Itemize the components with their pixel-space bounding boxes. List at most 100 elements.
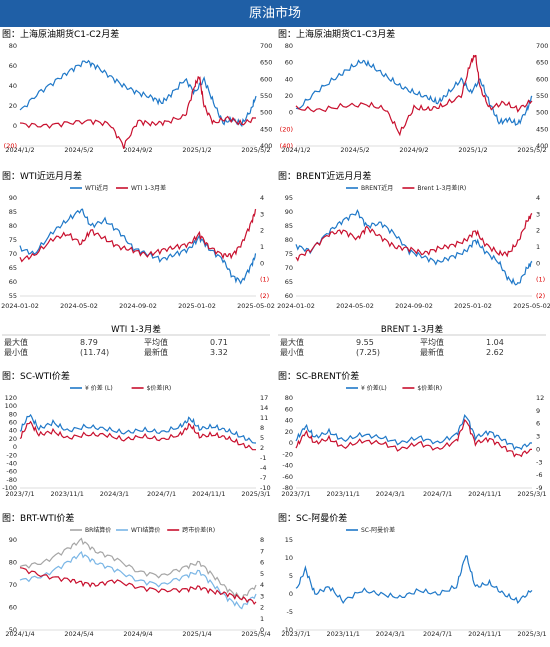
y-left-tick-label: 70 bbox=[9, 250, 17, 258]
y-left-tick-label: 0 bbox=[13, 443, 17, 451]
x-tick-label: 2023/7/1 bbox=[281, 490, 310, 498]
y-right-tick-label: 400 bbox=[536, 142, 548, 150]
y-right-tick-label: -1 bbox=[260, 454, 266, 462]
y-right-tick-label: 12 bbox=[536, 394, 544, 402]
y-right-tick-label: 0 bbox=[260, 259, 264, 267]
x-tick-label: 2025/1/4 bbox=[182, 630, 211, 638]
x-tick-label: 2024/5/2 bbox=[64, 146, 93, 154]
y-left-tick-label: -20 bbox=[6, 451, 17, 459]
y-left-tick-label: 20 bbox=[9, 102, 17, 110]
y-left-tick-label: 120 bbox=[5, 394, 17, 402]
y-left-tick-label: -40 bbox=[6, 459, 17, 467]
x-tick-label: 2024/1/4 bbox=[5, 630, 34, 638]
stats-cell: 最小值 bbox=[4, 347, 28, 357]
x-tick-label: 2025-05-02 bbox=[513, 302, 550, 310]
y-left-tick-label: 95 bbox=[285, 194, 293, 202]
y-left-tick-label: 0 bbox=[289, 590, 293, 598]
y-left-tick-label: 90 bbox=[9, 194, 17, 202]
y-left-tick-label: 60 bbox=[9, 278, 17, 286]
series-line bbox=[295, 414, 533, 451]
y-left-tick-label: 90 bbox=[285, 208, 293, 216]
y-right-tick-label: -7 bbox=[260, 474, 266, 482]
x-tick-label: 2024/5/2 bbox=[340, 146, 369, 154]
y-right-tick-label: -10 bbox=[260, 484, 271, 492]
y-left-tick-label: 60 bbox=[285, 292, 293, 300]
x-tick-label: 2024-01-02 bbox=[277, 302, 315, 310]
x-tick-label: 2024-09-02 bbox=[119, 302, 157, 310]
y-right-tick-label: 7 bbox=[260, 547, 264, 555]
chart-panel: 图：SC-WTI价差120100806040200-20-40-60-80-10… bbox=[2, 370, 271, 498]
y-right-tick-label: 8 bbox=[260, 536, 264, 544]
x-tick-label: 2025/3/1 bbox=[517, 630, 546, 638]
chart-title: 图：SC-阿曼价差 bbox=[278, 512, 347, 524]
x-tick-label: 2024/3/1 bbox=[376, 490, 405, 498]
series-line bbox=[295, 418, 532, 458]
x-tick-label: 2024/1/2 bbox=[5, 146, 34, 154]
y-left-tick-label: 65 bbox=[9, 264, 17, 272]
stats-title: BRENT 1-3月差 bbox=[381, 324, 443, 335]
y-left-tick-label: 60 bbox=[285, 405, 293, 413]
stats-cell: 9.55 bbox=[356, 338, 374, 347]
x-tick-label: 2023/7/1 bbox=[5, 490, 34, 498]
x-tick-label: 2024/7/1 bbox=[423, 630, 452, 638]
stats-cell: 最大值 bbox=[4, 337, 28, 347]
stats-cell: 0.71 bbox=[210, 338, 228, 347]
stats-title: WTI 1-3月差 bbox=[111, 324, 161, 335]
y-right-tick-label: 500 bbox=[536, 109, 548, 117]
x-tick-label: 2024/7/1 bbox=[423, 490, 452, 498]
page-header: 原油市场 bbox=[0, 0, 550, 27]
x-tick-label: 2024-05-02 bbox=[336, 302, 374, 310]
y-left-tick-label: (40) bbox=[280, 142, 293, 150]
y-right-tick-label: -6 bbox=[536, 471, 542, 479]
legend-label: WTI结算价 bbox=[131, 526, 160, 534]
x-tick-label: 2024/3/1 bbox=[376, 630, 405, 638]
x-tick-label: 2024/1/2 bbox=[281, 146, 310, 154]
x-tick-label: 2025-05-02 bbox=[237, 302, 275, 310]
chart-title: 图：SC-WTI价差 bbox=[2, 370, 70, 382]
x-tick-label: 2025/5/2 bbox=[241, 146, 270, 154]
y-left-tick-label: 0 bbox=[13, 122, 17, 130]
x-tick-label: 2025/3/1 bbox=[517, 490, 546, 498]
legend-label: $价差(R) bbox=[147, 384, 172, 392]
y-left-tick-label: 40 bbox=[285, 75, 293, 83]
y-left-tick-label: 80 bbox=[285, 394, 293, 402]
y-right-tick-label: (2) bbox=[260, 292, 269, 300]
y-left-tick-label: 80 bbox=[9, 559, 17, 567]
stats-cell: (11.74) bbox=[80, 348, 109, 357]
y-left-tick-label: -5 bbox=[287, 608, 293, 616]
legend-label: BR结算价 bbox=[85, 526, 111, 534]
x-tick-label: 2024/3/1 bbox=[100, 490, 129, 498]
series-line bbox=[19, 208, 257, 263]
legend-label: SC-阿曼价差 bbox=[361, 526, 395, 534]
y-left-tick-label: -20 bbox=[282, 450, 293, 458]
legend-label: $价差(R) bbox=[417, 384, 442, 392]
x-tick-label: 2024/9/4 bbox=[123, 630, 152, 638]
series-line bbox=[19, 59, 257, 128]
y-left-tick-label: 60 bbox=[285, 59, 293, 67]
y-left-tick-label: 70 bbox=[285, 264, 293, 272]
y-left-tick-label: 80 bbox=[9, 222, 17, 230]
x-tick-label: 2023/7/1 bbox=[281, 630, 310, 638]
y-right-tick-label: 2 bbox=[260, 604, 264, 612]
series-line bbox=[295, 59, 533, 126]
y-right-tick-label: 550 bbox=[536, 92, 548, 100]
x-tick-label: 2023/11/1 bbox=[327, 490, 360, 498]
y-right-tick-label: 3 bbox=[536, 433, 540, 441]
y-right-tick-label: (1) bbox=[536, 276, 545, 284]
legend-label: 跨市价差(R) bbox=[182, 526, 215, 534]
y-right-tick-label: 1 bbox=[260, 243, 264, 251]
y-right-tick-label: 1 bbox=[260, 615, 264, 623]
chart-panel: 图：BRT-WTI价差 90 80 70 60 50 8 7 6 5 4 3 2 1 0 2024/1/4 20… bbox=[2, 512, 271, 638]
x-tick-label: 2024-01-02 bbox=[1, 302, 39, 310]
y-right-tick-label: 0 bbox=[260, 626, 264, 634]
stats-cell: 1.04 bbox=[486, 338, 504, 347]
y-right-tick-label: 5 bbox=[260, 570, 264, 578]
series-line bbox=[295, 208, 533, 286]
series-line bbox=[295, 555, 533, 605]
y-left-tick-label: 85 bbox=[9, 208, 17, 216]
series-line bbox=[19, 537, 257, 601]
y-right-tick-label: (1) bbox=[260, 276, 269, 284]
